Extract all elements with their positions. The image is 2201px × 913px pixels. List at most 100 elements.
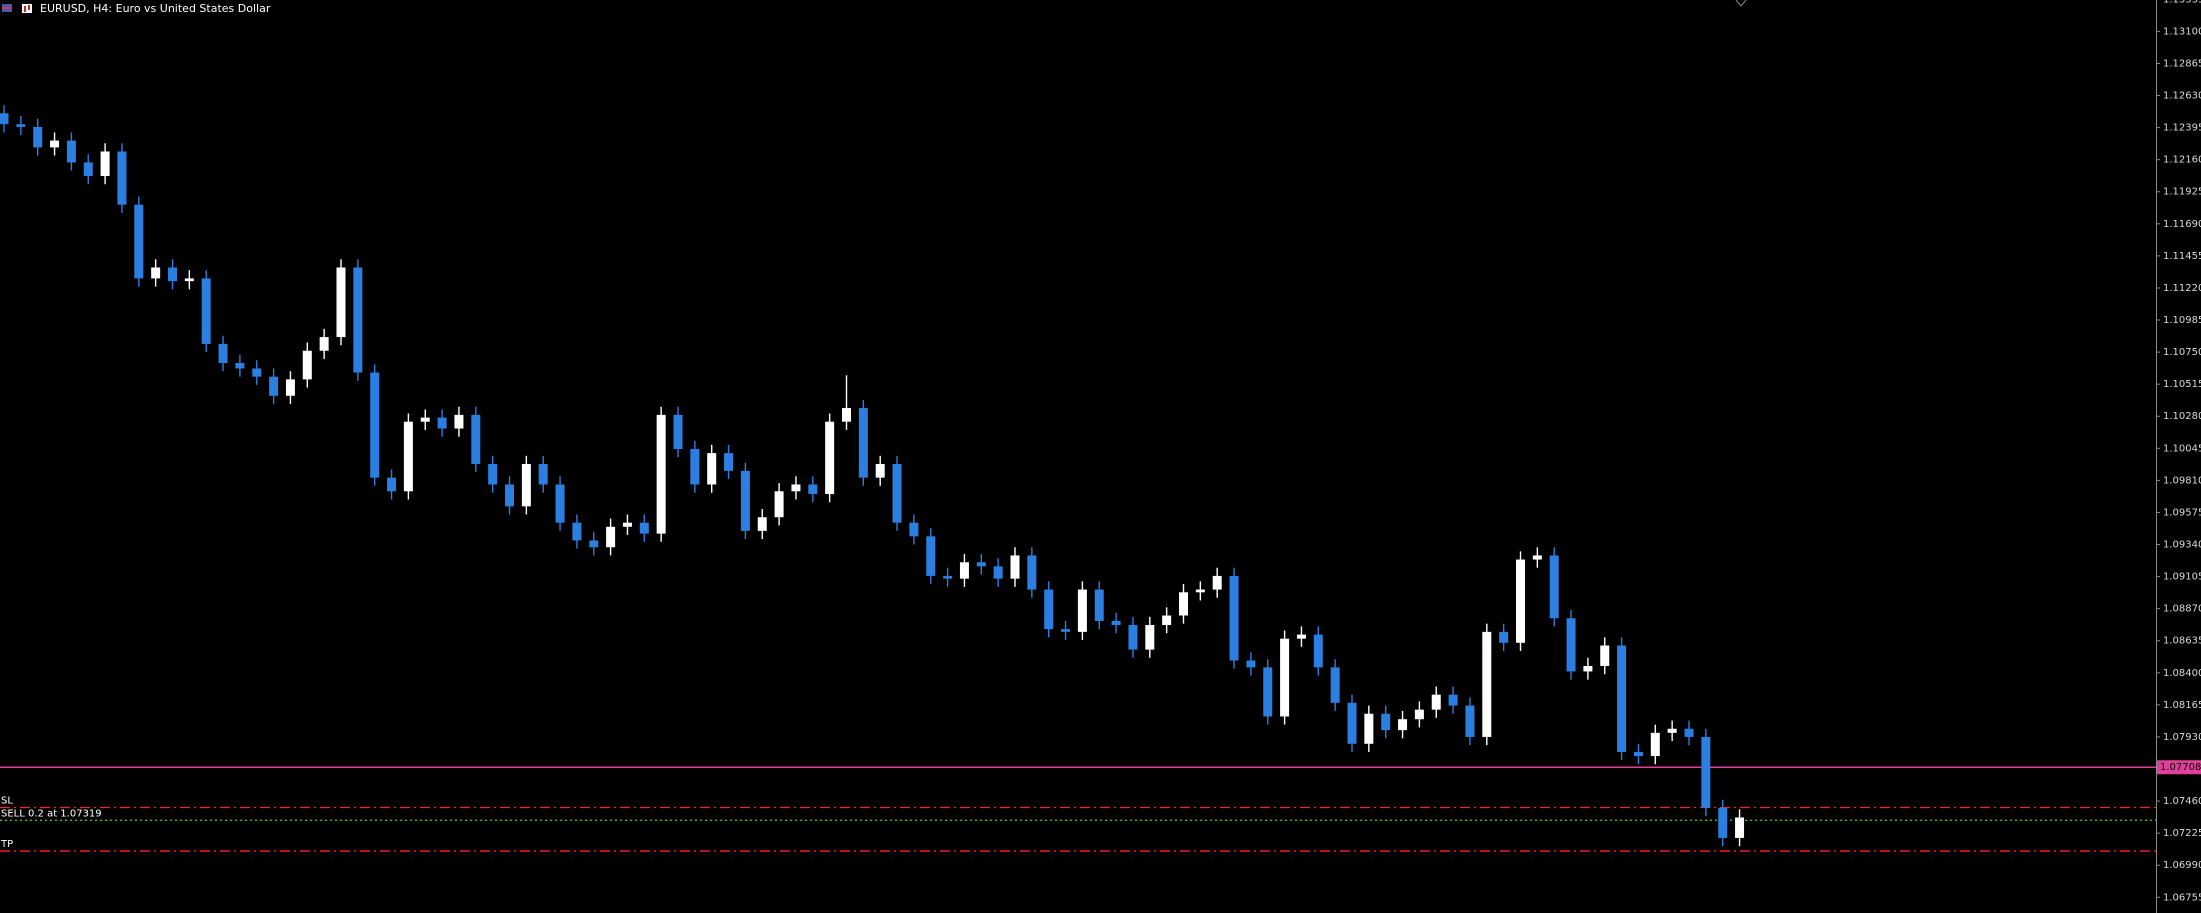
candle-body (302, 350, 312, 380)
candle-body (875, 464, 885, 478)
candle-body (50, 140, 60, 148)
candle-body (151, 267, 161, 279)
candle-body (707, 453, 717, 485)
candle-body (1431, 694, 1441, 710)
y-tick-label: 1.08870 (2163, 604, 2201, 615)
candle-body (959, 562, 969, 579)
candle-body (1111, 620, 1121, 626)
order-level-label: SELL 0.2 at 1.07319 (1, 808, 102, 819)
candle-body (1094, 589, 1104, 621)
candle-body (1313, 634, 1323, 668)
candle-body (1718, 807, 1728, 838)
candle-body (1246, 660, 1256, 668)
y-tick-label: 1.07460 (2163, 796, 2201, 807)
candle-body (1229, 575, 1239, 661)
candle-body (1195, 589, 1205, 593)
candle-body (1414, 709, 1424, 720)
y-tick-label: 1.12630 (2163, 91, 2201, 102)
y-tick-label: 1.10515 (2163, 379, 2201, 390)
candle-body (892, 464, 902, 523)
y-tick-label: 1.12395 (2163, 123, 2201, 134)
candle-body (168, 267, 177, 282)
y-tick-label: 1.10280 (2163, 411, 2201, 422)
candle-body (1128, 625, 1138, 650)
y-tick-label: 1.11925 (2163, 187, 2201, 198)
order-level-label: TP (0, 839, 13, 850)
order-level-label: SL (1, 796, 13, 807)
candle-body (1701, 736, 1711, 808)
candle-body (66, 140, 76, 163)
candle-body (1027, 555, 1037, 590)
candle-body (1381, 713, 1391, 731)
candle-body (201, 278, 211, 344)
chart-title: EURUSD, H4: Euro vs United States Dollar (40, 2, 271, 15)
y-tick-label: 1.10045 (2163, 443, 2201, 454)
candle-body (589, 540, 599, 548)
candle-body (1549, 555, 1559, 619)
candle-body (403, 421, 413, 492)
candle-body (724, 453, 734, 471)
candle-body (1179, 592, 1188, 616)
candle-body (622, 522, 632, 527)
candle-body (370, 372, 380, 478)
candle-body (757, 517, 767, 531)
candle-body (673, 414, 683, 449)
candle-body (353, 267, 363, 373)
candle-body (218, 343, 228, 364)
candle-body (1330, 667, 1340, 703)
candle-body (1465, 705, 1475, 737)
y-tick-label: 1.08400 (2163, 668, 2201, 679)
candle-body (1735, 817, 1745, 838)
candle-body (1162, 615, 1172, 626)
candle-body (83, 162, 93, 177)
candle-body (555, 484, 565, 523)
candle-body (521, 464, 531, 507)
candle-body (134, 204, 144, 279)
header-icons (2, 4, 32, 13)
candle-body (1633, 751, 1643, 757)
candle-body (1650, 732, 1660, 757)
candle-body (1280, 638, 1290, 717)
y-tick-label: 1.07225 (2163, 828, 2201, 839)
shift-marker (1735, 0, 1747, 7)
y-tick-label: 1.10750 (2163, 347, 2201, 358)
candle-body (909, 522, 919, 537)
y-tick-label: 1.13335 (2163, 0, 2201, 5)
candle-body (639, 522, 649, 534)
candle-body (0, 113, 9, 125)
candle-body (606, 526, 616, 548)
candle-body (808, 484, 818, 495)
candle-body (690, 448, 700, 485)
candle-body (943, 575, 953, 579)
candle-body (656, 414, 666, 534)
candle-body (842, 408, 851, 422)
current-price-tag (2157, 760, 2201, 775)
y-tick-label: 1.08635 (2163, 636, 2201, 647)
y-tick-label: 1.09810 (2163, 475, 2201, 486)
candle-body (269, 376, 279, 396)
candle-body (1566, 618, 1576, 672)
candle-body (1061, 629, 1071, 632)
candle-body (1516, 559, 1525, 643)
candle-body (1212, 575, 1222, 590)
candle-body (791, 484, 801, 492)
y-tick-label: 1.09340 (2163, 540, 2201, 551)
y-tick-label: 1.08165 (2163, 700, 2201, 711)
candle-body (1398, 719, 1408, 731)
candle-body (740, 470, 750, 531)
candle-body (117, 151, 127, 205)
candle-body (1044, 589, 1054, 630)
candle-body (471, 414, 481, 465)
candle-body (825, 421, 835, 495)
candle-body (285, 379, 295, 396)
candle-body (774, 491, 784, 518)
candle-body (1296, 634, 1306, 639)
candle-body (1583, 665, 1593, 672)
candle-body (505, 484, 514, 507)
candle-body (437, 417, 447, 429)
candle-body (16, 124, 26, 127)
candle-body (858, 408, 868, 478)
